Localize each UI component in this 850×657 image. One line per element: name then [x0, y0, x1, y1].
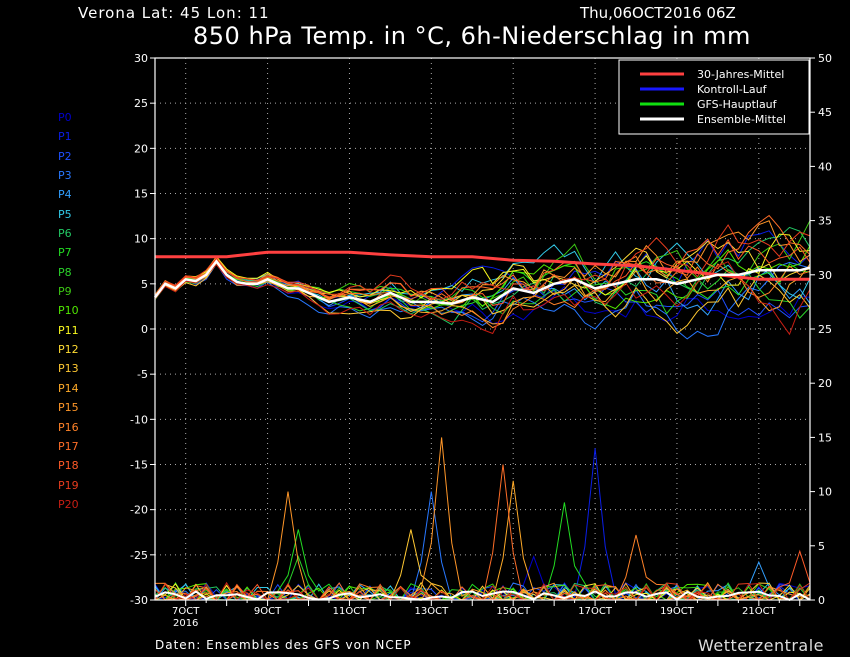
precip-line-p3: [154, 491, 810, 602]
precip-line-p1: [154, 448, 811, 601]
member-label-p6: P6: [58, 227, 72, 241]
x-tick-year: 2016: [173, 618, 198, 629]
temp-line-p15: [154, 220, 811, 306]
legend-label: 30-Jahres-Mittel: [697, 68, 784, 81]
y-left-tick-label: -5: [137, 368, 148, 381]
precip-line-p7: [155, 502, 811, 601]
member-list: P0 P1 P2 P3 P4 P5 P6 P7 P8 P9 P10 P11 P12 P13 P14 P15 P1…: [58, 108, 79, 514]
precip-line-p14: [154, 480, 811, 601]
temp-line-p2: [154, 262, 811, 323]
legend-box: [618, 59, 810, 135]
precipitation-lines: [154, 437, 811, 602]
y-right-tick-label: 20: [818, 377, 832, 390]
grid-lines: [155, 58, 810, 600]
y-right-tick-label: 0: [818, 594, 825, 607]
y-left-tick-label: -25: [130, 549, 148, 562]
member-label-p10: P10: [58, 304, 79, 318]
main-series: [153, 250, 811, 602]
y-right-tick-label: 10: [818, 486, 832, 499]
x-tick-label: 9OCT: [254, 606, 282, 617]
legend-label: GFS-Hauptlauf: [697, 98, 778, 111]
legend-label: Kontroll-Lauf: [697, 83, 768, 96]
ensemble-mean-precip-line: [154, 590, 811, 602]
member-label-p18: P18: [58, 459, 79, 473]
y-left-tick-label: 5: [141, 278, 148, 291]
location-label: Verona Lat: 45 Lon: 11: [78, 4, 270, 22]
member-label-p1: P1: [58, 130, 72, 144]
temp-line-p5: [154, 242, 811, 302]
x-tick-label: 21OCT: [742, 606, 777, 617]
y-left-tick-label: 10: [134, 233, 148, 246]
member-label-p12: P12: [58, 343, 79, 357]
member-label-p20: P20: [58, 497, 79, 511]
y-left-tick-label: -30: [130, 594, 148, 607]
member-label-p3: P3: [58, 169, 72, 183]
chart-title: 850 hPa Temp. in °C, 6h-Niederschlag in …: [193, 22, 751, 50]
y-right-tick-label: 5: [818, 540, 825, 553]
member-label-p9: P9: [58, 285, 72, 299]
y-right-tick-label: 15: [818, 431, 832, 444]
legend-label: Ensemble-Mittel: [697, 113, 786, 126]
member-label-p13: P13: [58, 362, 79, 376]
y-left-tick-label: 30: [134, 52, 148, 65]
y-right-tick-label: 40: [818, 160, 832, 173]
temp-line-p17: [154, 214, 811, 302]
axis-ticks: 302520151050-5-10-15-20-25-3050454035302…: [130, 52, 832, 629]
y-left-tick-label: -15: [130, 459, 148, 472]
y-left-tick-label: 0: [141, 323, 148, 336]
x-tick-label: 13OCT: [414, 606, 449, 617]
x-tick-label: 7OCT: [172, 606, 200, 617]
y-right-tick-label: 45: [818, 106, 832, 119]
data-source-label: Daten: Ensembles des GFS von NCEP: [155, 638, 412, 652]
member-label-p14: P14: [58, 381, 79, 395]
x-tick-label: 11OCT: [333, 606, 368, 617]
temp-line-p8: [154, 261, 811, 319]
y-left-tick-label: -20: [130, 504, 148, 517]
member-label-p5: P5: [58, 207, 72, 221]
member-label-p15: P15: [58, 401, 79, 415]
member-label-p0: P0: [58, 111, 72, 124]
legend: 30-Jahres-Mittel Kontroll-Lauf GFS-Hauptla…: [618, 59, 810, 135]
y-right-tick-label: 30: [818, 269, 832, 282]
member-label-p19: P19: [58, 478, 79, 492]
member-label-p2: P2: [58, 149, 72, 163]
member-label-p17: P17: [58, 439, 79, 453]
member-label-p8: P8: [58, 265, 72, 279]
precip-line-p15: [155, 437, 811, 601]
brand-label: Wetterzentrale: [698, 636, 825, 655]
y-left-tick-label: 15: [134, 188, 148, 201]
ensemble-mean-line: [153, 259, 811, 305]
temp-line-p19: [154, 224, 811, 300]
member-label-p4: P4: [58, 188, 72, 202]
x-tick-label: 19OCT: [660, 606, 695, 617]
x-tick-label: 17OCT: [578, 606, 613, 617]
y-left-tick-label: -10: [130, 413, 148, 426]
climatology-line: [155, 250, 810, 281]
run-datetime: Thu,06OCT2016 06Z: [580, 4, 736, 22]
x-tick-label: 15OCT: [496, 606, 531, 617]
y-left-tick-label: 25: [134, 97, 148, 110]
member-label-p7: P7: [58, 246, 72, 260]
member-label-p11: P11: [58, 323, 79, 337]
y-right-tick-label: 50: [818, 52, 832, 65]
precip-line-p17: [155, 464, 810, 601]
y-right-tick-label: 25: [818, 323, 832, 336]
temp-line-p6: [154, 226, 811, 326]
y-right-tick-label: 35: [818, 215, 832, 228]
y-left-tick-label: 20: [134, 142, 148, 155]
member-label-p16: P16: [58, 420, 79, 434]
